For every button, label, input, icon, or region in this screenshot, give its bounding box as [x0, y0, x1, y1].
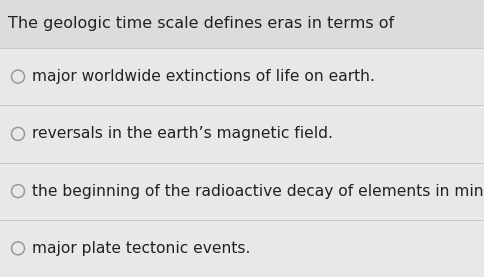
Bar — [0, 105, 484, 163]
Text: major worldwide extinctions of life on earth.: major worldwide extinctions of life on e… — [32, 69, 374, 84]
Text: reversals in the earth’s magnetic field.: reversals in the earth’s magnetic field. — [32, 126, 332, 141]
Bar — [0, 48, 484, 105]
Bar — [0, 0, 484, 48]
Text: the beginning of the radioactive decay of elements in minerals.: the beginning of the radioactive decay o… — [32, 184, 484, 199]
Bar — [0, 163, 484, 220]
Text: major plate tectonic events.: major plate tectonic events. — [32, 241, 250, 256]
Bar — [0, 220, 484, 277]
Text: The geologic time scale defines eras in terms of: The geologic time scale defines eras in … — [8, 16, 393, 31]
